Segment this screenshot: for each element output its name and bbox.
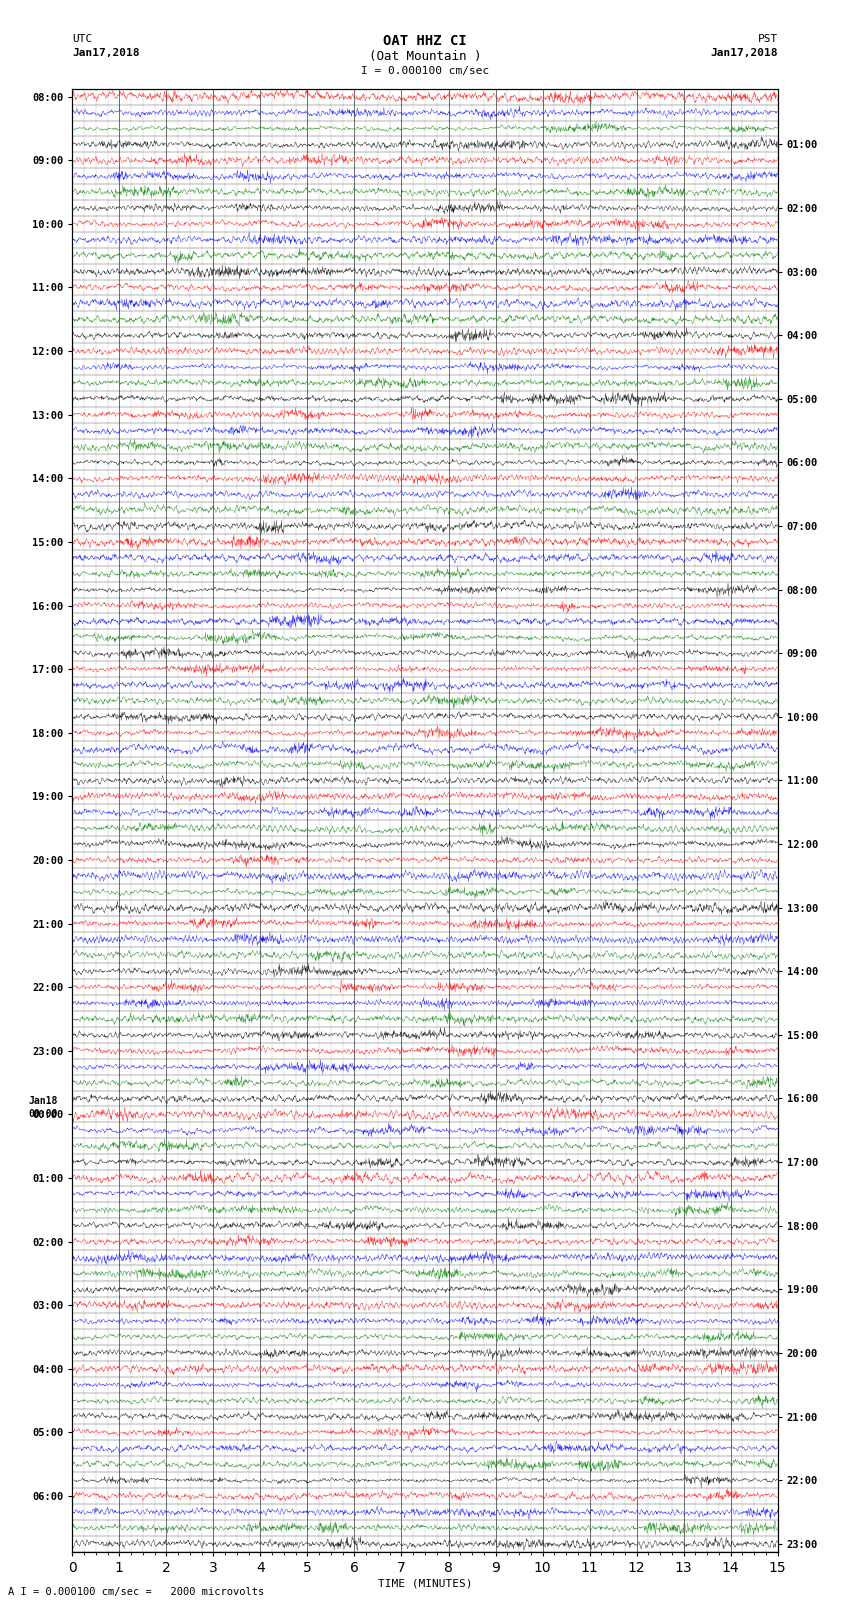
Text: Jan18: Jan18 — [29, 1097, 58, 1107]
Text: PST: PST — [757, 34, 778, 44]
Text: A I = 0.000100 cm/sec =   2000 microvolts: A I = 0.000100 cm/sec = 2000 microvolts — [8, 1587, 264, 1597]
Text: 00:00: 00:00 — [29, 1110, 58, 1119]
Text: OAT HHZ CI: OAT HHZ CI — [383, 34, 467, 48]
Text: Jan17,2018: Jan17,2018 — [72, 48, 139, 58]
Text: Jan17,2018: Jan17,2018 — [711, 48, 778, 58]
Text: I = 0.000100 cm/sec: I = 0.000100 cm/sec — [361, 66, 489, 76]
Text: (Oat Mountain ): (Oat Mountain ) — [369, 50, 481, 63]
X-axis label: TIME (MINUTES): TIME (MINUTES) — [377, 1579, 473, 1589]
Text: UTC: UTC — [72, 34, 93, 44]
